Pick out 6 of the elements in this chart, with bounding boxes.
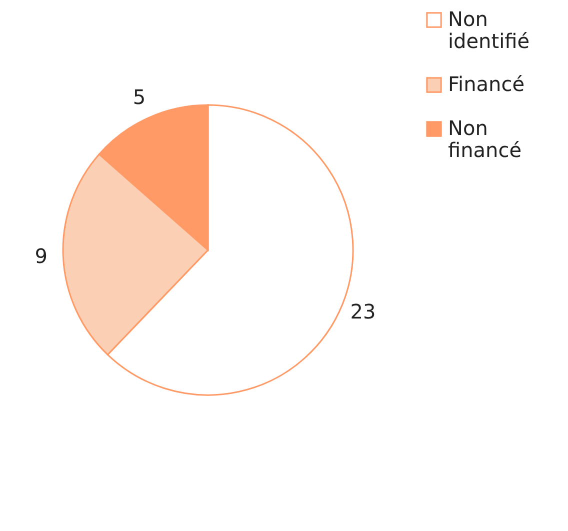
- data-label: 9: [34, 244, 48, 268]
- legend-label: Non identifié: [448, 7, 530, 53]
- legend-label: Financé: [448, 72, 525, 96]
- data-label: 23: [350, 299, 376, 324]
- data-label: 5: [132, 84, 146, 109]
- legend-label: Non financé: [448, 116, 522, 162]
